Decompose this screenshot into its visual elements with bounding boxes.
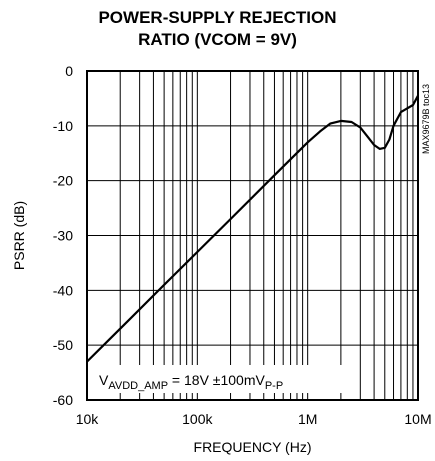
annotation-middle: = 18V ±100mV bbox=[168, 372, 265, 388]
y-tick-label: -20 bbox=[53, 173, 73, 189]
y-tick-label: 0 bbox=[65, 63, 73, 79]
x-tick-label: 100k bbox=[182, 411, 213, 427]
y-tick-label: -10 bbox=[53, 118, 73, 134]
annotation-subscript-2: P-P bbox=[265, 380, 283, 392]
x-axis-label: FREQUENCY (Hz) bbox=[194, 439, 312, 455]
y-tick-label: -30 bbox=[53, 228, 73, 244]
annotation-subscript-1: AVDD_AMP bbox=[108, 380, 168, 392]
x-tick-label: 10k bbox=[76, 411, 100, 427]
x-tick-label: 1M bbox=[298, 411, 317, 427]
figure-id-note: MAX9679B toc13 bbox=[421, 84, 431, 154]
y-tick-label: -40 bbox=[53, 282, 73, 298]
y-axis-label: PSRR (dB) bbox=[11, 201, 27, 270]
y-tick-label: -50 bbox=[53, 337, 73, 353]
x-tick-label: 10M bbox=[404, 411, 431, 427]
y-tick-label: -60 bbox=[53, 392, 73, 408]
